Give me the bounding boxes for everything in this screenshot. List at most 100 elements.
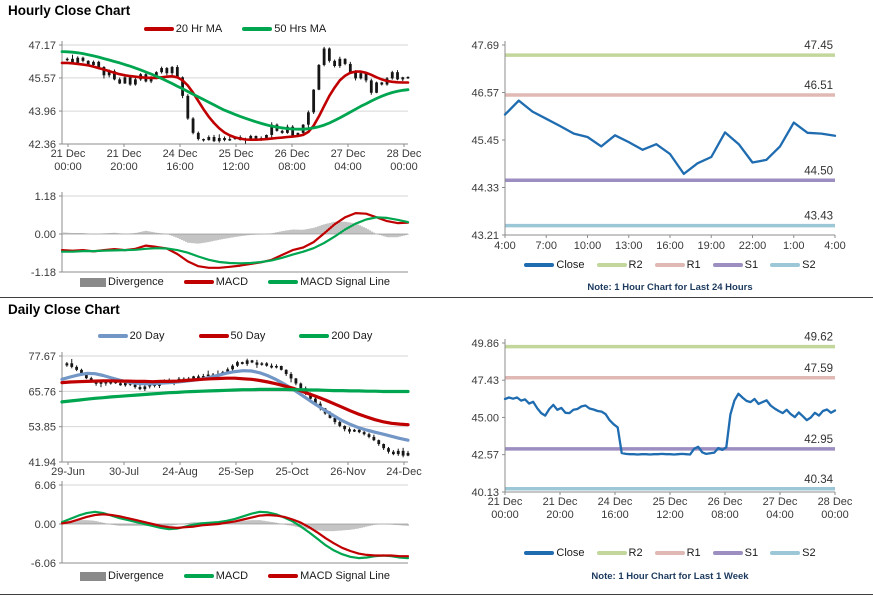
legend-swatch-200-day: [299, 334, 330, 338]
legend-swatch-s1: [712, 263, 743, 267]
y-tick-label: 0.00: [35, 519, 56, 531]
y-tick-label: -6.06: [31, 558, 56, 570]
legend-item-close: Close: [524, 259, 585, 271]
legend-item-divergence: Divergence: [80, 570, 164, 582]
section-divider-bottom: [0, 594, 873, 595]
daily-levels-legend: Close R2 R1 S1 S2: [495, 547, 845, 559]
x-tick-label: 24 Dec: [598, 496, 633, 508]
legend-swatch-s1: [712, 551, 743, 555]
daily-macd-chart: 6.06 0.00 -6.06: [31, 480, 410, 570]
legend-swatch-macd: [183, 280, 214, 284]
x-tick-label: 27 Dec: [763, 496, 798, 508]
legend-label: S2: [802, 259, 816, 271]
legend-item-50-day: 50 Day: [198, 330, 265, 342]
legend-label: S2: [802, 547, 816, 559]
legend-label: R2: [628, 547, 643, 559]
legend-label: R1: [686, 547, 701, 559]
y-tick-label: 1.18: [35, 191, 56, 203]
y-tick-label: 43.96: [28, 106, 56, 118]
level-label-r2: 49.62: [804, 332, 833, 344]
series-line-macd-signal-line: [60, 216, 410, 265]
legend-swatch-close: [524, 263, 555, 267]
x-tick-label: 25-Sep: [218, 466, 253, 478]
legend-label: 200 Day: [331, 330, 373, 342]
x-tick-label: 00:00: [821, 509, 849, 521]
hourly-levels-legend: Close R2 R1 S1 S2: [495, 259, 845, 271]
y-tick-label: 44.33: [471, 183, 499, 195]
legend-swatch-s2: [770, 263, 801, 267]
y-tick-label: 45.00: [471, 412, 499, 424]
legend-item-macd-signal-line: MACD Signal Line: [268, 570, 390, 582]
y-tick-label: 47.17: [28, 40, 56, 52]
series-line-close: [503, 99, 837, 176]
legend-item-divergence: Divergence: [80, 276, 164, 288]
legend-item-macd: MACD: [183, 276, 249, 288]
x-tick-label: 4:00: [494, 240, 515, 252]
series-line-close: [503, 392, 837, 456]
legend-label: R1: [686, 259, 701, 271]
x-tick-label: 21 Dec: [107, 148, 142, 160]
legend-label: 50 Hrs MA: [274, 23, 327, 35]
legend-item-r1: R1: [654, 547, 701, 559]
legend-item-50-hrs-ma: 50 Hrs MA: [242, 23, 326, 35]
legend-item-macd-signal-line: MACD Signal Line: [268, 276, 390, 288]
y-tick-label: 40.13: [471, 487, 499, 499]
x-tick-label: 00:00: [54, 161, 82, 173]
x-tick-label: 22:00: [739, 240, 767, 252]
y-tick-label: 65.76: [28, 386, 56, 398]
y-tick-label: 77.67: [28, 351, 56, 363]
x-tick-label: 08:00: [278, 161, 306, 173]
x-tick-label: 25-Oct: [275, 466, 308, 478]
y-tick-label: 47.69: [471, 40, 499, 52]
level-label-s2: 40.34: [804, 474, 833, 486]
legend-swatch-macd-signal-line: [268, 574, 299, 578]
x-tick-label: 00:00: [390, 161, 418, 173]
x-tick-label: 21 Dec: [488, 496, 523, 508]
legend-label: 20 Hr MA: [175, 23, 223, 35]
hourly-levels-note: Note: 1 Hour Chart for Last 24 Hours: [587, 282, 753, 293]
x-tick-label: 25 Dec: [653, 496, 688, 508]
legend-swatch-20-day: [97, 334, 128, 338]
x-tick-label: 1:00: [783, 240, 804, 252]
x-tick-label: 04:00: [334, 161, 362, 173]
y-tick-label: 43.21: [471, 230, 499, 242]
x-tick-label: 26 Dec: [708, 496, 743, 508]
legend-label: Close: [556, 259, 585, 271]
level-label-r1: 47.59: [804, 363, 833, 375]
series-line-50-day: [60, 376, 410, 427]
hourly-close-levels-chart: 47.45 46.51 44.50 43.43 47.69 46.57 45.45 44.33…: [471, 40, 845, 252]
legend-swatch-r2: [596, 263, 627, 267]
legend-label: Close: [556, 547, 585, 559]
legend-swatch-r1: [654, 263, 685, 267]
hourly-price-legend: 20 Hr MA 50 Hrs MA: [60, 23, 410, 35]
y-tick-label: 47.43: [471, 375, 499, 387]
series-line-macd: [60, 510, 410, 560]
level-label-r2: 47.45: [804, 40, 833, 52]
legend-item-macd: MACD: [183, 570, 248, 582]
x-tick-label: 24-Aug: [162, 466, 197, 478]
section-divider-top: [0, 297, 873, 298]
legend-swatch-close: [524, 551, 555, 555]
level-label-s1: 44.50: [804, 165, 833, 177]
x-tick-label: 12:00: [222, 161, 250, 173]
series-line-200-day: [60, 387, 410, 404]
divergence-bars: [61, 221, 409, 244]
x-tick-label: 16:00: [656, 240, 684, 252]
x-tick-label: 24-Dec: [386, 466, 422, 478]
legend-item-r2: R2: [596, 547, 643, 559]
y-tick-label: -1.18: [31, 267, 56, 279]
y-tick-label: 45.57: [28, 73, 56, 85]
legend-swatch-divergence: [80, 571, 107, 581]
x-tick-label: 04:00: [766, 509, 794, 521]
daily-levels-note: Note: 1 Hour Chart for Last 1 Week: [591, 571, 749, 582]
legend-item-s2: S2: [770, 259, 816, 271]
y-tick-label: 45.45: [471, 135, 499, 147]
hourly-macd-chart: 1.18 0.00 -1.18: [31, 191, 410, 279]
y-tick-label: 41.94: [28, 457, 56, 469]
legend-label: MACD: [215, 276, 249, 288]
x-tick-label: 27 Dec: [331, 148, 366, 160]
legend-swatch-s2: [770, 551, 801, 555]
x-tick-label: 00:00: [491, 509, 519, 521]
